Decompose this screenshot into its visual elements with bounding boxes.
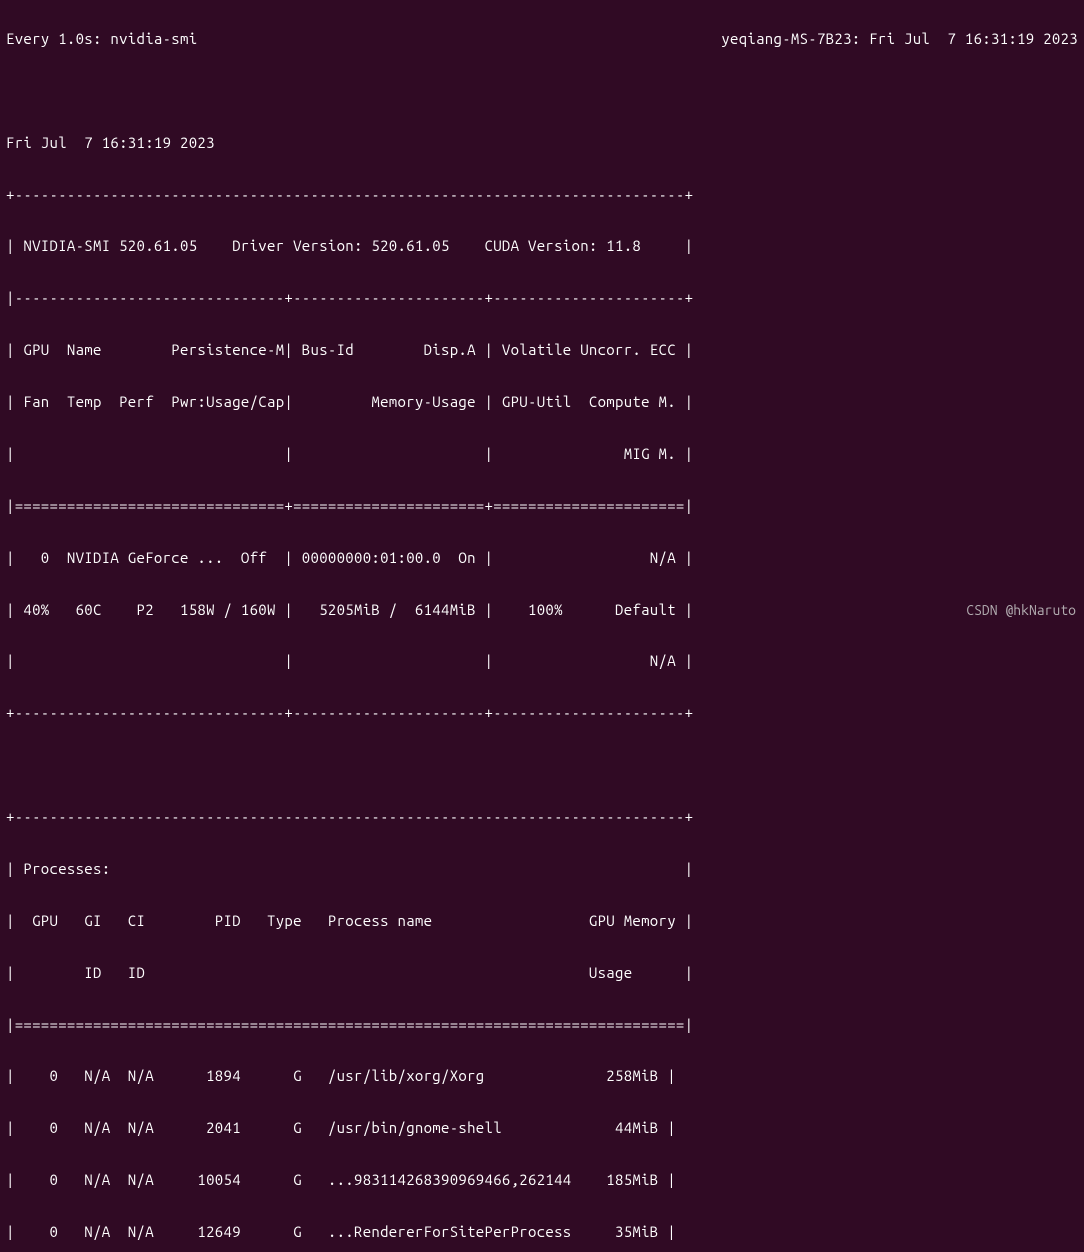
watch-host-time: yeqiang-MS-7B23: Fri Jul 7 16:31:19 2023 bbox=[721, 26, 1078, 52]
processes-equals-separator: |=======================================… bbox=[6, 1012, 1078, 1038]
table-bottom-separator: +-------------------------------+-------… bbox=[6, 700, 1078, 726]
terminal-output: Every 1.0s: nvidia-smi yeqiang-MS-7B23: F… bbox=[0, 0, 1084, 1252]
table-equals-separator: |===============================+=======… bbox=[6, 493, 1078, 519]
process-row: | 0 N/A N/A 10054 G ...98311426839096946… bbox=[6, 1167, 1078, 1193]
process-row: | 0 N/A N/A 1894 G /usr/lib/xorg/Xorg 25… bbox=[6, 1063, 1078, 1089]
timestamp-line: Fri Jul 7 16:31:19 2023 bbox=[6, 130, 1078, 156]
processes-header-row-1: | GPU GI CI PID Type Process name GPU Me… bbox=[6, 908, 1078, 934]
gpu-header-row-2: | Fan Temp Perf Pwr:Usage/Cap| Memory-Us… bbox=[6, 389, 1078, 415]
gpu-data-row-2: | 40% 60C P2 158W / 160W | 5205MiB / 614… bbox=[6, 597, 1078, 623]
processes-top-border: +---------------------------------------… bbox=[6, 804, 1078, 830]
process-row: | 0 N/A N/A 12649 G ...RendererForSitePe… bbox=[6, 1219, 1078, 1245]
gpu-header-row-3: | | | MIG M. | bbox=[6, 441, 1078, 467]
processes-header-row-2: | ID ID Usage | bbox=[6, 960, 1078, 986]
gpu-header-row-1: | GPU Name Persistence-M| Bus-Id Disp.A … bbox=[6, 337, 1078, 363]
processes-title: | Processes: | bbox=[6, 856, 1078, 882]
version-line: | NVIDIA-SMI 520.61.05 Driver Version: 5… bbox=[6, 233, 1078, 259]
gpu-data-row-3: | | | N/A | bbox=[6, 648, 1078, 674]
watch-header: Every 1.0s: nvidia-smi yeqiang-MS-7B23: F… bbox=[6, 26, 1078, 52]
watermark: CSDN @hkNaruto bbox=[966, 598, 1076, 622]
watch-command: Every 1.0s: nvidia-smi bbox=[6, 26, 197, 52]
gpu-data-row-1: | 0 NVIDIA GeForce ... Off | 00000000:01… bbox=[6, 545, 1078, 571]
table-mid-separator: |-------------------------------+-------… bbox=[6, 285, 1078, 311]
blank-line bbox=[6, 752, 1078, 778]
table-top-border: +---------------------------------------… bbox=[6, 182, 1078, 208]
process-row: | 0 N/A N/A 2041 G /usr/bin/gnome-shell … bbox=[6, 1115, 1078, 1141]
blank-line bbox=[6, 78, 1078, 104]
